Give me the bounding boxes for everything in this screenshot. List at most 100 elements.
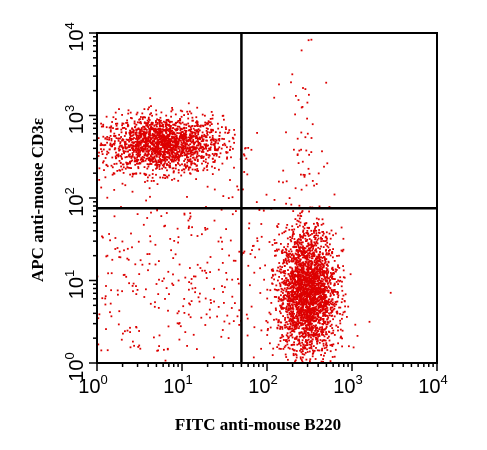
scatter-point (126, 139, 129, 141)
scatter-point (324, 295, 327, 298)
scatter-point (299, 262, 301, 265)
scatter-point (125, 122, 127, 124)
scatter-point (311, 268, 313, 271)
scatter-point (205, 152, 208, 155)
scatter-point (278, 296, 280, 299)
scatter-point (329, 279, 331, 282)
scatter-point (157, 119, 160, 121)
scatter-point (175, 134, 178, 137)
scatter-point (298, 204, 301, 207)
scatter-point (152, 147, 154, 150)
scatter-point (312, 251, 315, 254)
scatter-point (172, 171, 175, 174)
scatter-point (189, 212, 192, 215)
scatter-point (320, 245, 322, 248)
scatter-point (304, 247, 307, 250)
scatter-point (308, 172, 311, 175)
scatter-point (299, 303, 302, 306)
scatter-point (322, 266, 325, 269)
scatter-point (289, 283, 291, 285)
scatter-point (301, 265, 304, 267)
scatter-point (177, 241, 179, 244)
scatter-point (190, 278, 193, 280)
scatter-point (181, 110, 184, 113)
scatter-point (294, 241, 297, 243)
scatter-point (283, 265, 286, 267)
scatter-point (158, 260, 160, 262)
scatter-point (156, 163, 159, 166)
scatter-point (299, 331, 302, 334)
scatter-point (192, 333, 195, 336)
scatter-point (110, 145, 113, 148)
scatter-point (302, 332, 304, 335)
scatter-point (318, 229, 320, 231)
scatter-point (323, 339, 325, 341)
scatter-point (173, 159, 176, 161)
scatter-point (181, 149, 183, 152)
scatter-point (343, 300, 346, 302)
scatter-point (133, 149, 136, 151)
scatter-point (136, 213, 139, 215)
scatter-point (298, 325, 301, 328)
scatter-point (205, 122, 208, 125)
scatter-point (200, 316, 203, 319)
scatter-point (308, 343, 311, 346)
scatter-point (325, 346, 328, 349)
scatter-point (184, 147, 186, 150)
scatter-point (301, 268, 303, 271)
scatter-point (292, 232, 295, 235)
scatter-point (284, 353, 287, 356)
scatter-point (171, 151, 174, 154)
scatter-point (135, 134, 138, 136)
scatter-point (170, 110, 173, 113)
scatter-point (295, 283, 298, 286)
scatter-point (317, 237, 320, 240)
scatter-point (295, 317, 298, 320)
scatter-point (211, 173, 214, 175)
scatter-point (231, 278, 234, 281)
scatter-point (146, 131, 148, 133)
scatter-point (156, 155, 158, 158)
scatter-point (204, 124, 207, 126)
scatter-point (314, 236, 317, 239)
scatter-point (160, 147, 163, 149)
scatter-point (146, 179, 149, 182)
scatter-point (193, 158, 196, 161)
scatter-point (324, 303, 327, 306)
scatter-point (106, 141, 108, 144)
scatter-point (170, 147, 173, 149)
scatter-point (270, 276, 273, 279)
scatter-point (157, 150, 160, 153)
scatter-point (308, 283, 310, 286)
scatter-point (193, 152, 196, 155)
scatter-point (143, 156, 146, 159)
scatter-point (148, 150, 150, 152)
scatter-point (342, 248, 345, 251)
scatter-point (120, 131, 123, 134)
scatter-point (294, 298, 297, 301)
scatter-point (292, 343, 294, 346)
scatter-point (331, 306, 334, 309)
scatter-point (311, 272, 314, 275)
scatter-point (295, 242, 298, 244)
scatter-point (185, 140, 188, 143)
scatter-point (171, 150, 174, 153)
scatter-point (222, 291, 224, 293)
scatter-point (328, 277, 330, 280)
scatter-point (157, 293, 160, 295)
scatter-point (325, 264, 328, 266)
scatter-point (102, 148, 105, 151)
scatter-point (213, 154, 215, 157)
scatter-point (291, 228, 293, 231)
scatter-point (254, 256, 256, 259)
scatter-point (341, 298, 344, 300)
scatter-point (150, 147, 153, 150)
scatter-point (149, 160, 152, 163)
scatter-point (146, 140, 148, 143)
scatter-point (117, 139, 120, 142)
scatter-point (322, 297, 324, 299)
scatter-point (139, 259, 142, 262)
scatter-point (301, 210, 304, 212)
scatter-point (330, 274, 332, 277)
scatter-point (256, 237, 259, 240)
